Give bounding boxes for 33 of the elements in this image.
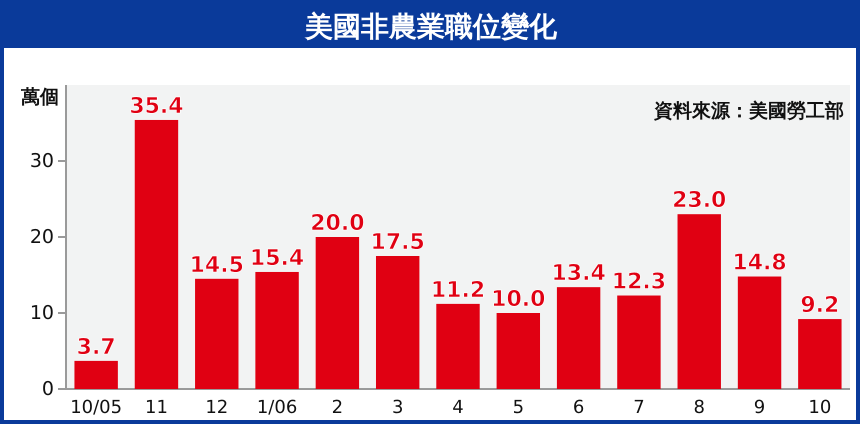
ylabel: 萬個	[21, 86, 59, 108]
data-label: 23.0	[672, 188, 726, 214]
data-label: 35.4	[129, 94, 184, 119]
ytick: 30	[30, 150, 54, 172]
data-label: 15.4	[250, 246, 304, 271]
data-label: 10.0	[491, 287, 546, 312]
data-label: 20.0	[310, 211, 365, 236]
xtick: 5	[512, 397, 524, 418]
ytick: 10	[30, 302, 54, 324]
xtick: 9	[754, 397, 766, 418]
data-label: 9.2	[800, 293, 840, 318]
xtick: 7	[633, 397, 645, 418]
xtick: 12	[205, 397, 228, 418]
xtick: 11	[145, 397, 168, 418]
xtick: 1/06	[256, 397, 298, 418]
data-label: 12.3	[612, 270, 666, 295]
annotation: 資料來源：美國勞工部	[654, 100, 844, 122]
title: 美國非農業職位變化	[305, 10, 557, 43]
data-label: 13.4	[551, 261, 606, 286]
ytick: 0	[42, 378, 54, 400]
data-label: 14.8	[732, 250, 787, 276]
xtick: 2	[332, 397, 344, 418]
data-label: 3.7	[76, 334, 116, 360]
xtick: 10/05	[70, 397, 122, 418]
data-label: 11.2	[430, 278, 486, 303]
xtick: 8	[694, 397, 705, 418]
xtick: 3	[392, 397, 404, 418]
ytick: 20	[30, 226, 54, 248]
xtick: 6	[572, 397, 584, 418]
data-label: 14.5	[190, 252, 244, 278]
xtick: 10	[808, 397, 832, 418]
xtick: 4	[452, 397, 464, 418]
data-label: 17.5	[370, 230, 425, 255]
